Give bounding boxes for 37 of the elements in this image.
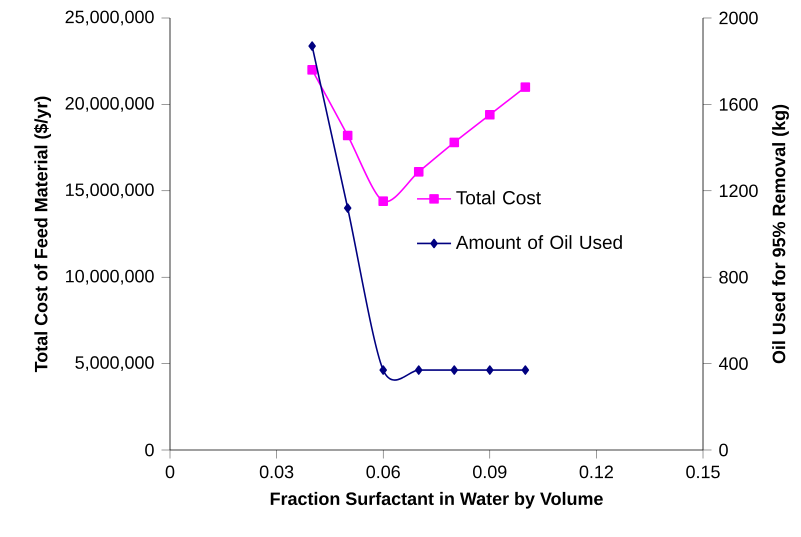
- point: [342, 130, 352, 140]
- y2-tick-label: 1200: [720, 184, 758, 198]
- point: [378, 196, 388, 206]
- legend-label: Total Cost: [456, 190, 541, 204]
- legend-label: Amount of Oil Used: [456, 235, 622, 250]
- y-tick-label: 15,000,000: [66, 183, 154, 198]
- point: [449, 138, 460, 148]
- y2-tick-label: 400: [718, 357, 748, 370]
- x-tick-label: 0.12: [580, 466, 613, 478]
- y2-tick-label: 1600: [720, 98, 758, 111]
- y-axis-title: Total Cost of Feed Material ($/yr): [34, 96, 52, 372]
- y-tick-label: 5,000,000: [75, 356, 154, 371]
- point: [379, 365, 387, 375]
- y2-tick-label: 800: [719, 270, 748, 284]
- x-axis-title: Fraction Surfactant in Water by Volume: [270, 492, 603, 509]
- y2-tick-label: 2000: [719, 12, 758, 24]
- y-tick-label: 0: [145, 444, 154, 456]
- point: [308, 41, 316, 51]
- point: [414, 365, 423, 375]
- point: [344, 203, 352, 213]
- point: [485, 110, 495, 120]
- x-tick-label: 0.15: [686, 466, 720, 478]
- y-tick-label: 20,000,000: [66, 96, 154, 112]
- x-tick-label: 0.06: [366, 466, 400, 478]
- point: [450, 365, 458, 375]
- y2-axis-title: Oil Used for 95% Removal (kg): [772, 104, 789, 364]
- y-tick-label: 10,000,000: [66, 270, 154, 285]
- point: [414, 167, 424, 177]
- x-tick-label: 0.03: [260, 466, 294, 478]
- y-tick-label: 25,000,000: [66, 10, 154, 26]
- point: [486, 365, 494, 375]
- x-tick-label: 0: [166, 466, 174, 478]
- point: [522, 365, 530, 375]
- point: [520, 82, 530, 92]
- y2-tick-label: 0: [719, 444, 728, 456]
- x-tick-label: 0.09: [473, 466, 506, 478]
- point: [307, 65, 317, 75]
